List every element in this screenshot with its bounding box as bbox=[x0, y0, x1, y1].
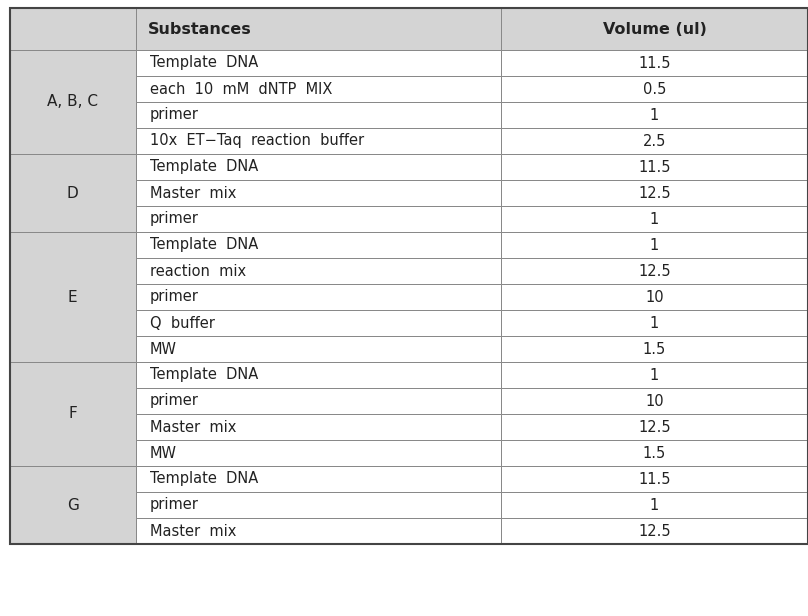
Text: MW: MW bbox=[149, 445, 177, 461]
Text: G: G bbox=[67, 498, 78, 513]
Bar bbox=[136, 284, 501, 310]
Text: 10: 10 bbox=[645, 290, 664, 304]
Bar bbox=[501, 50, 808, 76]
Text: 12.5: 12.5 bbox=[638, 419, 671, 434]
Text: 1: 1 bbox=[650, 211, 659, 227]
Bar bbox=[501, 154, 808, 180]
Bar bbox=[10, 362, 136, 466]
Text: Q  buffer: Q buffer bbox=[149, 315, 215, 331]
Bar bbox=[136, 310, 501, 336]
Bar bbox=[501, 102, 808, 128]
Bar bbox=[136, 50, 501, 76]
Text: 0.5: 0.5 bbox=[643, 81, 666, 97]
Text: Master  mix: Master mix bbox=[149, 524, 236, 538]
Bar bbox=[501, 336, 808, 362]
Bar bbox=[501, 180, 808, 206]
Bar bbox=[10, 154, 136, 232]
Bar bbox=[136, 440, 501, 466]
Text: Template  DNA: Template DNA bbox=[149, 368, 258, 383]
Bar bbox=[136, 518, 501, 544]
Bar bbox=[501, 518, 808, 544]
Bar bbox=[501, 414, 808, 440]
Text: MW: MW bbox=[149, 341, 177, 357]
Text: 11.5: 11.5 bbox=[638, 55, 671, 70]
Bar bbox=[501, 8, 808, 50]
Text: 1: 1 bbox=[650, 108, 659, 123]
Bar bbox=[501, 440, 808, 466]
Bar bbox=[501, 492, 808, 518]
Text: 1: 1 bbox=[650, 368, 659, 383]
Bar bbox=[501, 388, 808, 414]
Text: 2.5: 2.5 bbox=[643, 134, 666, 148]
Text: Template  DNA: Template DNA bbox=[149, 471, 258, 487]
Bar bbox=[136, 362, 501, 388]
Bar bbox=[501, 466, 808, 492]
Bar bbox=[136, 154, 501, 180]
Text: Template  DNA: Template DNA bbox=[149, 55, 258, 70]
Text: primer: primer bbox=[149, 394, 199, 408]
Text: primer: primer bbox=[149, 498, 199, 513]
Text: primer: primer bbox=[149, 108, 199, 123]
Text: primer: primer bbox=[149, 290, 199, 304]
Text: 12.5: 12.5 bbox=[638, 524, 671, 538]
Text: 11.5: 11.5 bbox=[638, 160, 671, 174]
Bar bbox=[10, 8, 136, 50]
Text: 12.5: 12.5 bbox=[638, 185, 671, 200]
Bar bbox=[136, 466, 501, 492]
Text: 10x  ET−Taq  reaction  buffer: 10x ET−Taq reaction buffer bbox=[149, 134, 364, 148]
Bar bbox=[136, 388, 501, 414]
Text: Volume (ul): Volume (ul) bbox=[603, 22, 706, 36]
Text: primer: primer bbox=[149, 211, 199, 227]
Bar bbox=[501, 206, 808, 232]
Text: 12.5: 12.5 bbox=[638, 264, 671, 278]
Text: Template  DNA: Template DNA bbox=[149, 238, 258, 253]
Bar bbox=[10, 466, 136, 544]
Text: Template  DNA: Template DNA bbox=[149, 160, 258, 174]
Text: 11.5: 11.5 bbox=[638, 471, 671, 487]
Bar bbox=[136, 206, 501, 232]
Bar bbox=[501, 128, 808, 154]
Text: 1: 1 bbox=[650, 498, 659, 513]
Text: 1.5: 1.5 bbox=[643, 445, 666, 461]
Bar bbox=[10, 232, 136, 362]
Bar bbox=[136, 258, 501, 284]
Bar bbox=[136, 492, 501, 518]
Bar bbox=[501, 258, 808, 284]
Text: each  10  mM  dNTP  MIX: each 10 mM dNTP MIX bbox=[149, 81, 332, 97]
Text: Master  mix: Master mix bbox=[149, 419, 236, 434]
Text: 1.5: 1.5 bbox=[643, 341, 666, 357]
Bar bbox=[136, 128, 501, 154]
Bar bbox=[136, 414, 501, 440]
Text: reaction  mix: reaction mix bbox=[149, 264, 246, 278]
Text: A, B, C: A, B, C bbox=[47, 94, 99, 110]
Bar bbox=[501, 76, 808, 102]
Bar bbox=[136, 102, 501, 128]
Bar bbox=[501, 232, 808, 258]
Bar bbox=[10, 8, 808, 544]
Bar bbox=[136, 232, 501, 258]
Text: 10: 10 bbox=[645, 394, 664, 408]
Bar bbox=[136, 336, 501, 362]
Text: E: E bbox=[68, 290, 78, 304]
Bar bbox=[501, 310, 808, 336]
Bar bbox=[10, 50, 136, 154]
Text: Master  mix: Master mix bbox=[149, 185, 236, 200]
Text: 1: 1 bbox=[650, 238, 659, 253]
Text: D: D bbox=[67, 185, 78, 200]
Text: Substances: Substances bbox=[148, 22, 251, 36]
Text: 1: 1 bbox=[650, 315, 659, 331]
Text: F: F bbox=[69, 407, 77, 421]
Bar bbox=[501, 362, 808, 388]
Bar bbox=[136, 8, 501, 50]
Bar bbox=[136, 180, 501, 206]
Bar bbox=[136, 76, 501, 102]
Bar bbox=[501, 284, 808, 310]
